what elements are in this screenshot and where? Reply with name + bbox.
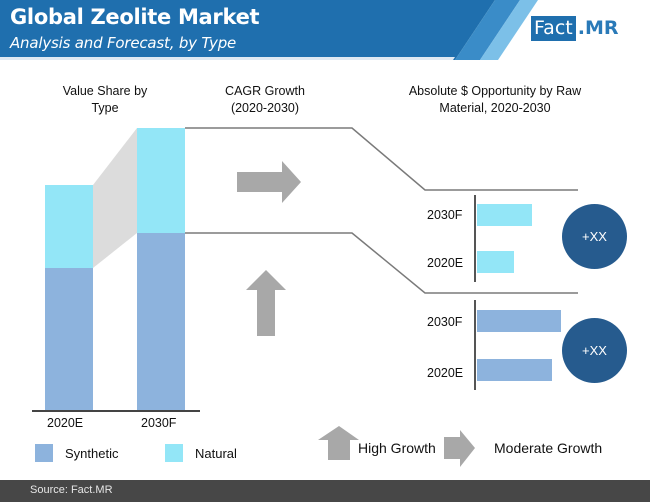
legend-arrow-up-icon (318, 426, 359, 460)
flow-line-natural (185, 127, 578, 191)
legend-moderate-growth: Moderate Growth (494, 440, 603, 456)
page-title: Global Zeolite Market (10, 5, 260, 29)
arrow-right-icon (237, 161, 301, 203)
logo-fact: Fact (531, 15, 576, 41)
legend-high-growth: High Growth (358, 440, 436, 456)
legend-synthetic: Synthetic (35, 444, 118, 462)
natural-bar-2020e (477, 251, 514, 273)
chart-graphics (32, 127, 578, 467)
bar-2030f-natural (137, 128, 185, 233)
bar-2020e-synthetic (45, 268, 93, 410)
synthetic-label-2020e: 2020E (427, 366, 464, 380)
natural-opportunity-bubble: +XX (562, 204, 627, 269)
synthetic-opportunity-bubble: +XX (562, 318, 627, 383)
xlabel-2030f: 2030F (141, 416, 177, 430)
opportunity-label: Absolute $ Opportunity by Raw Material, … (408, 84, 582, 115)
header: Global Zeolite Market Analysis and Forec… (0, 0, 650, 60)
arrow-up-icon (246, 270, 286, 336)
flow-line-synthetic (185, 232, 578, 294)
natural-label-2030f: 2030F (427, 208, 463, 222)
legend-arrow-right-icon (444, 430, 475, 467)
share-connector (93, 128, 137, 268)
bar-2030f-synthetic (137, 233, 185, 410)
footer: Source: Fact.MR (0, 480, 650, 502)
legend-synthetic-label: Synthetic (65, 445, 119, 461)
legend-natural-label: Natural (195, 445, 237, 461)
synthetic-label-2030f: 2030F (427, 315, 463, 329)
page-subtitle: Analysis and Forecast, by Type (10, 34, 237, 52)
source-text: Source: Fact.MR (30, 484, 113, 496)
logo-mr: .MR (577, 16, 619, 39)
cagr-label: CAGR Growth (2020-2030) (225, 84, 305, 115)
natural-label-2020e: 2020E (427, 256, 464, 270)
synthetic-bar-2020e (477, 359, 552, 381)
natural-swatch (165, 444, 183, 462)
legend-natural: Natural (165, 444, 237, 462)
factmr-logo: Fact .MR (531, 15, 619, 41)
synthetic-bar-2030f (477, 310, 561, 332)
header-band (0, 0, 538, 60)
value-share-label: Value Share by Type (62, 84, 148, 115)
synthetic-swatch (35, 444, 53, 462)
bar-2020e-natural (45, 185, 93, 268)
xlabel-2020e: 2020E (47, 416, 84, 430)
natural-bar-2030f (477, 204, 532, 226)
